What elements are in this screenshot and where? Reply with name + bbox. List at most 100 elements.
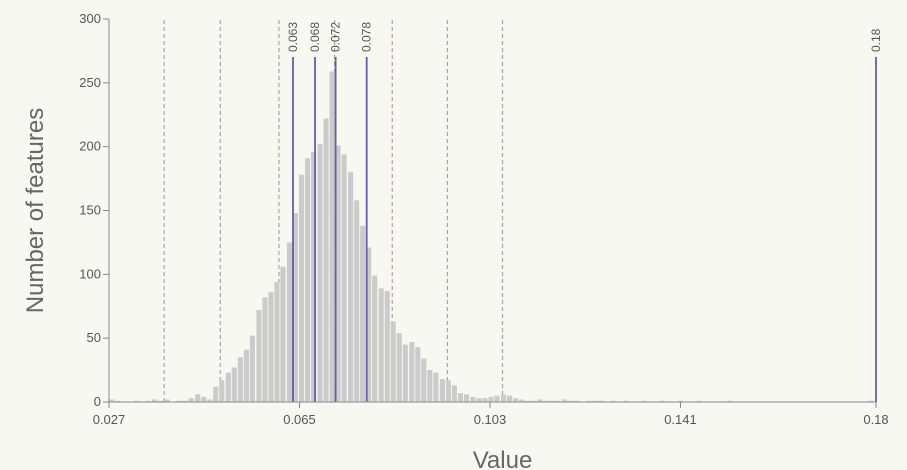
histogram-bar bbox=[427, 370, 433, 402]
histogram-bar bbox=[298, 174, 305, 402]
histogram-bar bbox=[109, 399, 115, 402]
histogram-bar bbox=[543, 400, 549, 402]
histogram-bar bbox=[341, 154, 347, 402]
break-line-label: 0.18 bbox=[869, 28, 883, 52]
histogram-bar bbox=[677, 400, 684, 402]
histogram-bar bbox=[237, 357, 243, 402]
histogram-bar bbox=[335, 145, 341, 402]
x-tick-label: 0.18 bbox=[863, 412, 888, 427]
break-lines: 0.063 0.068 0.072 0.078 0.18 bbox=[286, 22, 883, 402]
break-line-label: 0.063 bbox=[286, 22, 300, 52]
histogram-bar bbox=[470, 396, 476, 402]
histogram-bar bbox=[310, 151, 317, 402]
histogram-bar bbox=[280, 266, 286, 402]
histogram-bar bbox=[463, 394, 469, 402]
histogram-bar bbox=[531, 400, 537, 402]
histogram-bar bbox=[390, 321, 396, 402]
histogram-bar bbox=[415, 347, 421, 402]
histogram-bar bbox=[592, 400, 598, 402]
histogram-bar bbox=[727, 400, 733, 402]
histogram-bar bbox=[249, 335, 255, 402]
histogram-bar bbox=[494, 395, 500, 402]
y-tick-label: 250 bbox=[79, 75, 101, 90]
histogram-bar bbox=[482, 398, 488, 402]
histogram-bar bbox=[506, 395, 513, 402]
x-tick-label: 0.141 bbox=[664, 412, 697, 427]
tick-labels: 0 50 100 150 200 250 300 0.027 0.065 0.103 0.141 0.… bbox=[79, 11, 888, 427]
histogram-bar bbox=[286, 242, 293, 402]
histogram-bar bbox=[207, 399, 213, 402]
histogram-bar bbox=[525, 400, 531, 402]
histogram-bar bbox=[409, 341, 415, 402]
histogram-bar bbox=[323, 118, 329, 402]
histogram-bar bbox=[445, 380, 451, 402]
break-line-label: 0.072 bbox=[329, 22, 343, 52]
y-axis-title: Number of features bbox=[22, 108, 49, 313]
histogram-bar bbox=[225, 372, 231, 402]
histogram-bar bbox=[623, 400, 629, 402]
histogram-bar bbox=[292, 213, 299, 402]
x-tick-label: 0.027 bbox=[93, 412, 126, 427]
histogram-bar bbox=[201, 396, 207, 402]
histogram-bar bbox=[134, 400, 140, 402]
y-tick-label: 50 bbox=[87, 330, 101, 345]
histogram-bars bbox=[109, 71, 874, 403]
histogram-bar bbox=[158, 400, 164, 402]
histogram-bar bbox=[439, 379, 445, 402]
histogram-bar bbox=[641, 400, 647, 402]
histogram-bar bbox=[213, 386, 219, 402]
break-line-label: 0.068 bbox=[308, 22, 322, 52]
histogram-bar bbox=[188, 398, 194, 402]
axes bbox=[108, 19, 876, 403]
histogram-bar bbox=[396, 333, 402, 402]
histogram-bar bbox=[659, 400, 666, 402]
histogram-bar bbox=[152, 399, 158, 402]
y-tick-label: 200 bbox=[79, 139, 101, 154]
histogram-bar bbox=[182, 400, 188, 402]
histogram-bar bbox=[360, 225, 366, 402]
histogram-bar bbox=[500, 394, 507, 402]
histogram-bar bbox=[402, 344, 408, 402]
histogram-bar bbox=[366, 247, 372, 402]
histogram-bar bbox=[549, 400, 555, 402]
x-axis-title: Value bbox=[473, 447, 533, 470]
y-tick-label: 300 bbox=[79, 11, 101, 26]
y-tick-label: 0 bbox=[94, 394, 101, 409]
histogram-bar bbox=[568, 400, 574, 402]
histogram-bar bbox=[262, 297, 268, 402]
histogram-bar bbox=[574, 400, 580, 402]
histogram-bar bbox=[231, 367, 237, 402]
histogram-bar bbox=[274, 281, 280, 402]
histogram-bar bbox=[304, 158, 311, 402]
x-tick-label: 0.103 bbox=[474, 412, 507, 427]
histogram-bar bbox=[329, 71, 335, 403]
histogram-bar bbox=[378, 288, 384, 402]
histogram-bar bbox=[433, 372, 439, 402]
histogram-bar bbox=[537, 399, 543, 402]
histogram-bar bbox=[354, 200, 360, 402]
histogram-bar bbox=[555, 400, 561, 402]
histogram-bar bbox=[476, 398, 482, 402]
histogram-bar bbox=[610, 400, 616, 402]
histogram-bar bbox=[562, 399, 568, 402]
histogram-bar bbox=[176, 400, 182, 402]
histogram-bar bbox=[519, 399, 525, 402]
histogram-bar bbox=[195, 394, 201, 402]
histogram-bar bbox=[317, 144, 323, 402]
histogram-bar bbox=[219, 380, 225, 402]
histogram-bar bbox=[243, 349, 249, 402]
histogram-bar bbox=[488, 396, 494, 402]
histogram-bar bbox=[451, 385, 457, 402]
histogram-bar bbox=[256, 310, 262, 402]
histogram-bar bbox=[268, 292, 274, 402]
histogram-bar bbox=[146, 400, 152, 402]
histogram-bar bbox=[513, 398, 519, 402]
histogram-bar bbox=[696, 400, 702, 402]
x-tick-label: 0.065 bbox=[283, 412, 316, 427]
y-tick-label: 100 bbox=[79, 266, 101, 281]
histogram-bar bbox=[421, 358, 427, 402]
break-line-label: 0.078 bbox=[360, 22, 374, 52]
histogram-bar bbox=[598, 400, 604, 402]
y-tick-label: 150 bbox=[79, 203, 101, 218]
